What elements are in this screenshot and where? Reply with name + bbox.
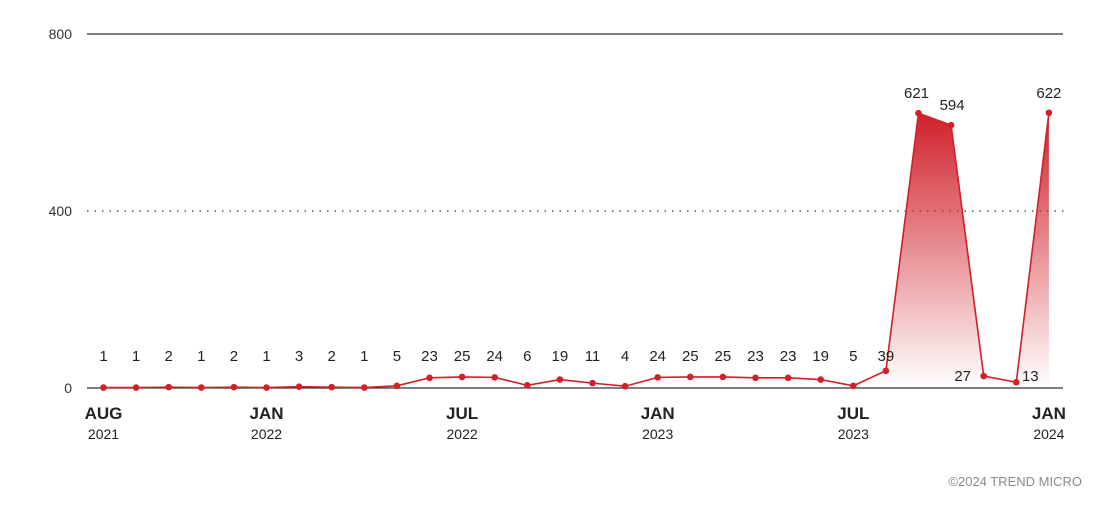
x-axis: AUG 2021 JAN 2022 JUL 2022 JAN 2023 JUL 2023 JAN 20…: [85, 404, 1066, 442]
data-point: [654, 374, 661, 381]
data-label: 1: [132, 348, 140, 365]
x-tick-year: 2024: [1033, 426, 1064, 442]
data-point: [458, 373, 466, 381]
data-point: [752, 374, 759, 382]
point-layer: [100, 109, 1053, 391]
data-label: 11: [585, 348, 601, 365]
data-label: 621: [904, 85, 929, 102]
data-point: [817, 376, 824, 383]
data-label: 23: [421, 348, 438, 365]
data-label: 23: [747, 348, 764, 365]
data-label: 5: [849, 348, 857, 365]
data-point: [621, 382, 629, 390]
data-point: [556, 376, 564, 383]
data-point: [263, 384, 270, 391]
data-point: [1045, 109, 1053, 117]
data-point: [328, 383, 336, 391]
data-label: 4: [621, 348, 629, 365]
data-point: [361, 384, 368, 391]
x-tick-year: 2023: [642, 426, 673, 442]
y-tick-label: 400: [49, 203, 73, 219]
data-point: [165, 383, 172, 391]
x-tick-year: 2022: [251, 426, 282, 442]
y-tick-label: 800: [49, 26, 73, 42]
data-point: [915, 109, 922, 117]
data-label: 19: [812, 348, 829, 365]
data-label: 6: [523, 348, 531, 365]
data-point: [100, 384, 107, 391]
data-label: 1: [262, 348, 270, 365]
data-label: 622: [1036, 85, 1061, 102]
data-label: 25: [682, 348, 699, 365]
x-tick-month: JUL: [446, 404, 478, 423]
data-point: [882, 367, 890, 375]
series-line: [103, 112, 1050, 389]
data-point: [426, 374, 433, 382]
copyright-credit: ©2024 TREND MICRO: [948, 474, 1082, 489]
data-label: 39: [878, 348, 895, 365]
data-label: 23: [780, 348, 797, 365]
data-label: 3: [295, 348, 303, 365]
x-tick-month: JAN: [249, 404, 283, 423]
data-point: [980, 372, 987, 380]
data-point: [393, 382, 401, 390]
data-label: 1: [360, 348, 368, 365]
data-label: 25: [715, 348, 732, 365]
data-label: 594: [940, 97, 965, 114]
data-point: [947, 121, 955, 129]
series-area: [103, 112, 1049, 388]
data-label: 1: [197, 348, 205, 365]
area-layer: [103, 112, 1049, 388]
data-label: 2: [230, 348, 238, 365]
data-label: 27: [954, 368, 971, 385]
x-tick-month: JAN: [1032, 404, 1066, 423]
data-label: 2: [328, 348, 336, 365]
x-tick-month: AUG: [85, 404, 123, 423]
data-label: 25: [454, 348, 471, 365]
data-label: 5: [393, 348, 401, 365]
x-tick-month: JAN: [641, 404, 675, 423]
data-point: [198, 384, 205, 391]
data-point: [1013, 378, 1020, 386]
data-label: 24: [486, 348, 503, 365]
data-point: [491, 374, 499, 381]
data-point: [687, 373, 694, 381]
data-label: 1: [99, 348, 107, 365]
x-tick-year: 2022: [447, 426, 478, 442]
data-point: [230, 383, 238, 391]
x-tick-month: JUL: [837, 404, 869, 423]
x-tick-year: 2021: [88, 426, 119, 442]
data-label: 19: [552, 348, 569, 365]
data-point: [784, 374, 792, 382]
data-label: 24: [649, 348, 666, 365]
data-label: 2: [165, 348, 173, 365]
label-layer: 1 1 2 1 2 1 3 2 1 5 23 25 24 6 19 11 4 24 25 25 23 23 19 5 39621…: [99, 85, 1061, 385]
data-point: [719, 373, 727, 381]
data-point: [524, 382, 531, 389]
x-tick-year: 2023: [838, 426, 869, 442]
line-layer: [103, 112, 1050, 389]
data-label: 13: [1022, 368, 1039, 385]
data-point: [132, 384, 140, 391]
data-point: [589, 379, 596, 387]
data-point: [295, 383, 303, 390]
data-point: [850, 382, 857, 390]
y-tick-label: 0: [64, 380, 72, 396]
